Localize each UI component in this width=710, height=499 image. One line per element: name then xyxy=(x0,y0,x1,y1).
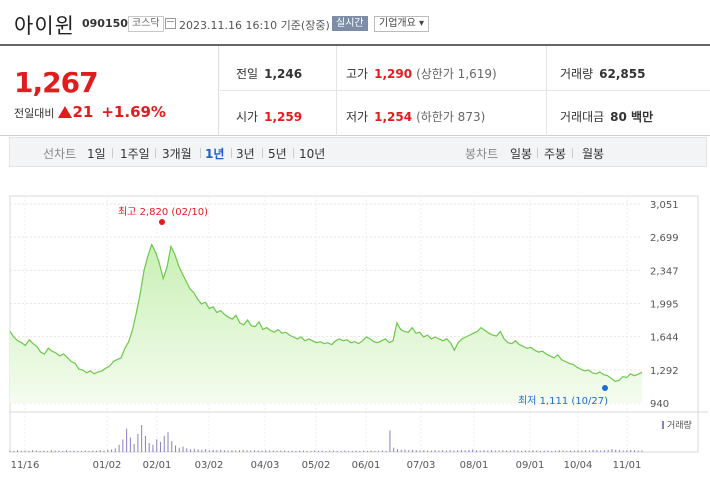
change-label: 전일대비 xyxy=(14,107,55,120)
market-badge: 코스닥 xyxy=(128,16,164,32)
candle-monthly[interactable]: 월봉 xyxy=(582,147,605,161)
stock-name: 아이윈 xyxy=(14,14,75,38)
x-tick-label: 02/01 xyxy=(143,460,172,471)
volume-legend-swatch xyxy=(662,421,664,429)
high-marker xyxy=(159,219,165,225)
divider xyxy=(336,46,337,136)
quote-panel: 1,267 전일대비 21 +1.69% 전일 1,246 고가 1,290 (상한가 1… xyxy=(0,44,710,136)
quote-datetime: 2023.11.16 16:10 기준(장중) xyxy=(179,19,330,32)
y-tick-label: 1,292 xyxy=(650,366,679,377)
period-1d[interactable]: 1일 xyxy=(87,147,106,161)
x-tick-label: 09/01 xyxy=(516,460,545,471)
day-low: 저가 1,254 (하한가 873) xyxy=(346,110,486,124)
period-1w[interactable]: 1주일 xyxy=(120,147,150,161)
change-percent: +1.69% xyxy=(101,103,166,121)
candle-chart-label: 봉차트 xyxy=(465,147,499,161)
y-tick-label: 2,347 xyxy=(650,266,679,277)
high-annotation: 최고 2,820 (02/10) xyxy=(118,206,208,218)
period-3m[interactable]: 3개월 xyxy=(162,147,192,161)
y-tick-label: 940 xyxy=(650,399,669,410)
divider xyxy=(546,46,547,136)
x-tick-label: 01/02 xyxy=(93,460,122,471)
stock-header: 아이윈 090150 코스닥 2023.11.16 16:10 기준(장중) 실… xyxy=(0,0,710,44)
change-amount: 21 xyxy=(72,103,94,121)
low-annotation: 최저 1,111 (10/27) xyxy=(518,395,608,407)
line-chart-label: 선차트 xyxy=(43,147,77,161)
price-line xyxy=(9,243,643,382)
period-3y[interactable]: 3년 xyxy=(236,147,255,161)
day-high: 고가 1,290 (상한가 1,619) xyxy=(346,67,497,81)
current-price: 1,267 xyxy=(14,66,99,99)
x-tick-label: 04/03 xyxy=(251,460,280,471)
candle-weekly[interactable]: 주봉 xyxy=(544,147,567,161)
x-tick-label: 06/01 xyxy=(352,460,381,471)
x-tick-label: 08/01 xyxy=(460,460,489,471)
up-arrow-icon xyxy=(58,106,73,118)
period-5y[interactable]: 5년 xyxy=(268,147,287,161)
x-tick-label: 10/04 xyxy=(564,460,593,471)
period-1y[interactable]: 1년 xyxy=(205,147,225,161)
x-tick-label: 07/03 xyxy=(407,460,436,471)
company-overview-dropdown[interactable]: 기업개요 ▾ xyxy=(374,16,429,32)
current-price-box: 1,267 전일대비 21 +1.69% xyxy=(0,46,219,136)
volume-legend-label: 거래량 xyxy=(667,419,692,431)
y-tick-label: 1,644 xyxy=(650,333,679,344)
low-marker xyxy=(602,385,608,391)
realtime-button[interactable]: 실시간 xyxy=(332,16,368,31)
period-selector: 선차트 1일 1주일 3개월 1년 3년 5년 10년 봉차트 일봉 주봉 월봉 xyxy=(9,137,707,167)
chart-frame xyxy=(9,195,699,453)
candle-daily[interactable]: 일봉 xyxy=(510,147,533,161)
open-price: 시가 1,259 xyxy=(236,110,303,124)
prev-close: 전일 1,246 xyxy=(236,67,303,81)
x-tick-label: 05/02 xyxy=(302,460,331,471)
price-area xyxy=(10,244,642,403)
y-tick-label: 1,995 xyxy=(650,300,679,311)
volume: 거래량 62,855 xyxy=(560,67,646,81)
y-tick-label: 3,051 xyxy=(650,200,679,211)
stock-code: 090150 xyxy=(82,17,128,30)
y-tick-label: 2,699 xyxy=(650,233,679,244)
period-10y[interactable]: 10년 xyxy=(299,147,326,161)
change-row: 전일대비 21 +1.69% xyxy=(14,103,166,121)
x-tick-label: 11/01 xyxy=(613,460,642,471)
x-tick-label: 11/16 xyxy=(11,460,40,471)
calendar-icon xyxy=(165,18,176,29)
x-tick-label: 03/02 xyxy=(195,460,224,471)
trade-value: 거래대금 80 백만 xyxy=(560,110,654,124)
divider xyxy=(220,90,710,91)
